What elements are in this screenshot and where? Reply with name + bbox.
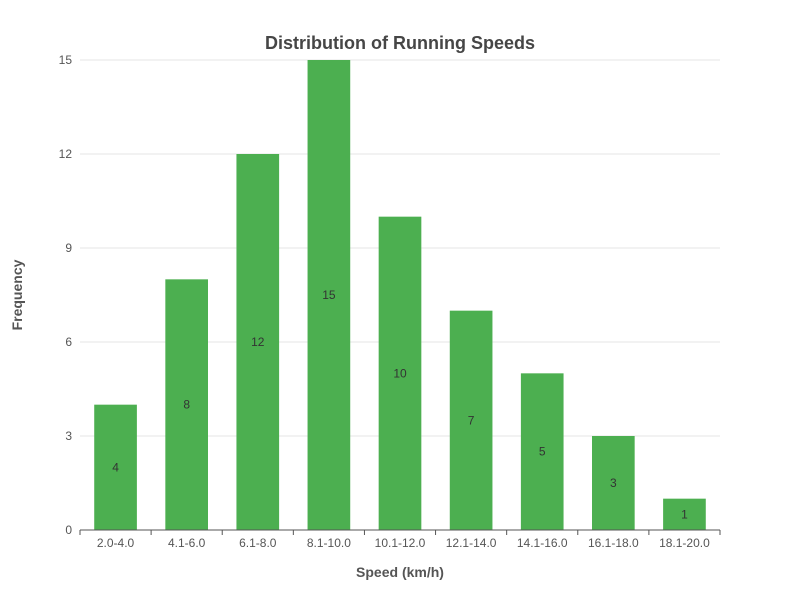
y-tick-label: 0 <box>65 523 72 537</box>
x-tick-label: 2.0-4.0 <box>97 536 135 550</box>
x-tick-label: 10.1-12.0 <box>375 536 426 550</box>
data-label: 5 <box>539 445 546 459</box>
y-axis-title: Frequency <box>9 259 25 330</box>
x-tick-label: 4.1-6.0 <box>168 536 206 550</box>
y-tick-label: 3 <box>65 429 72 443</box>
bar-16.1-18.0 <box>592 436 635 530</box>
x-tick-label: 8.1-10.0 <box>307 536 351 550</box>
bar-8.1-10.0 <box>307 60 351 530</box>
axes <box>79 529 721 535</box>
data-label: 3 <box>610 476 617 490</box>
data-label: 12 <box>251 335 265 349</box>
y-tick-label: 12 <box>59 147 73 161</box>
bar-14.1-16.0 <box>520 373 564 530</box>
bar-18.1-20.0 <box>663 498 706 530</box>
x-axis-title: Speed (km/h) <box>356 564 444 580</box>
x-tick-label: 14.1-16.0 <box>517 536 568 550</box>
data-label: 10 <box>393 366 407 380</box>
data-label: 8 <box>183 398 190 412</box>
y-tick-labels: 0 3 6 9 12 15 <box>59 53 73 537</box>
data-labels: 4 8 12 15 10 7 5 3 1 <box>112 288 688 521</box>
x-tick-label: 16.1-18.0 <box>588 536 639 550</box>
bar-2.0-4.0 <box>94 404 137 530</box>
bar-10.1-12.0 <box>378 216 422 530</box>
x-tick-labels: 2.0-4.0 4.1-6.0 6.1-8.0 8.1-10.0 10.1-12.0 12… <box>97 536 710 550</box>
x-tick-label: 18.1-20.0 <box>659 536 710 550</box>
data-label: 15 <box>322 288 336 302</box>
bar-12.1-14.0 <box>449 310 493 530</box>
y-tick-label: 15 <box>59 53 73 67</box>
bar-4.1-6.0 <box>165 279 208 530</box>
data-label: 7 <box>468 413 475 427</box>
y-tick-label: 9 <box>65 241 72 255</box>
bars <box>94 60 706 530</box>
data-label: 4 <box>112 460 119 474</box>
y-tick-label: 6 <box>65 335 72 349</box>
x-tick-label: 6.1-8.0 <box>239 536 277 550</box>
data-label: 1 <box>681 507 688 521</box>
x-tick-label: 12.1-14.0 <box>446 536 497 550</box>
bar-6.1-8.0 <box>236 154 280 530</box>
chart-title: Distribution of Running Speeds <box>265 33 535 53</box>
